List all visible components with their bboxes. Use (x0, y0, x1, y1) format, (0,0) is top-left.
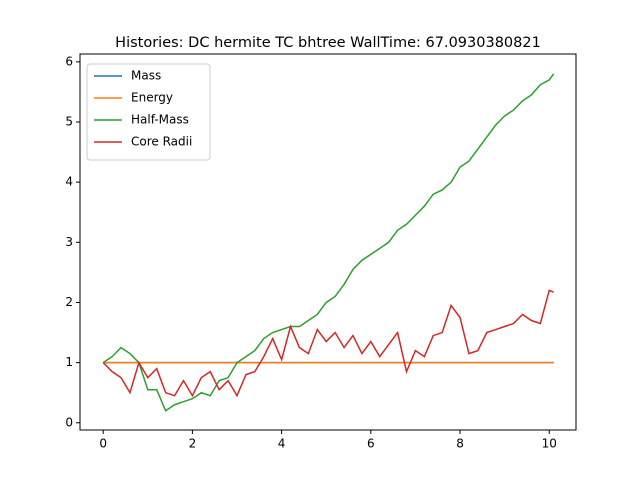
legend-label: Mass (131, 69, 161, 83)
y-tick-label: 1 (65, 355, 73, 369)
x-tick-label: 10 (542, 437, 557, 451)
y-tick-label: 6 (65, 54, 73, 68)
x-tick-label: 6 (367, 437, 375, 451)
legend-label: Energy (131, 91, 173, 105)
y-tick-label: 2 (65, 295, 73, 309)
series-line (102, 289, 554, 398)
x-tick-label: 4 (278, 437, 286, 451)
x-tick-label: 0 (99, 437, 107, 451)
legend-label: Half-Mass (131, 113, 189, 127)
y-tick-label: 5 (65, 114, 73, 128)
y-tick-label: 3 (65, 235, 73, 249)
plot-frame (79, 53, 577, 431)
series-line (102, 73, 555, 412)
chart-title: Histories: DC hermite TC bhtree WallTime… (115, 35, 541, 51)
legend-box (86, 63, 211, 161)
x-tick-label: 8 (456, 437, 464, 451)
legend-label: Core Radii (131, 135, 192, 149)
x-tick-label: 2 (189, 437, 197, 451)
y-tick-label: 0 (65, 415, 73, 429)
y-tick-label: 4 (65, 175, 73, 189)
